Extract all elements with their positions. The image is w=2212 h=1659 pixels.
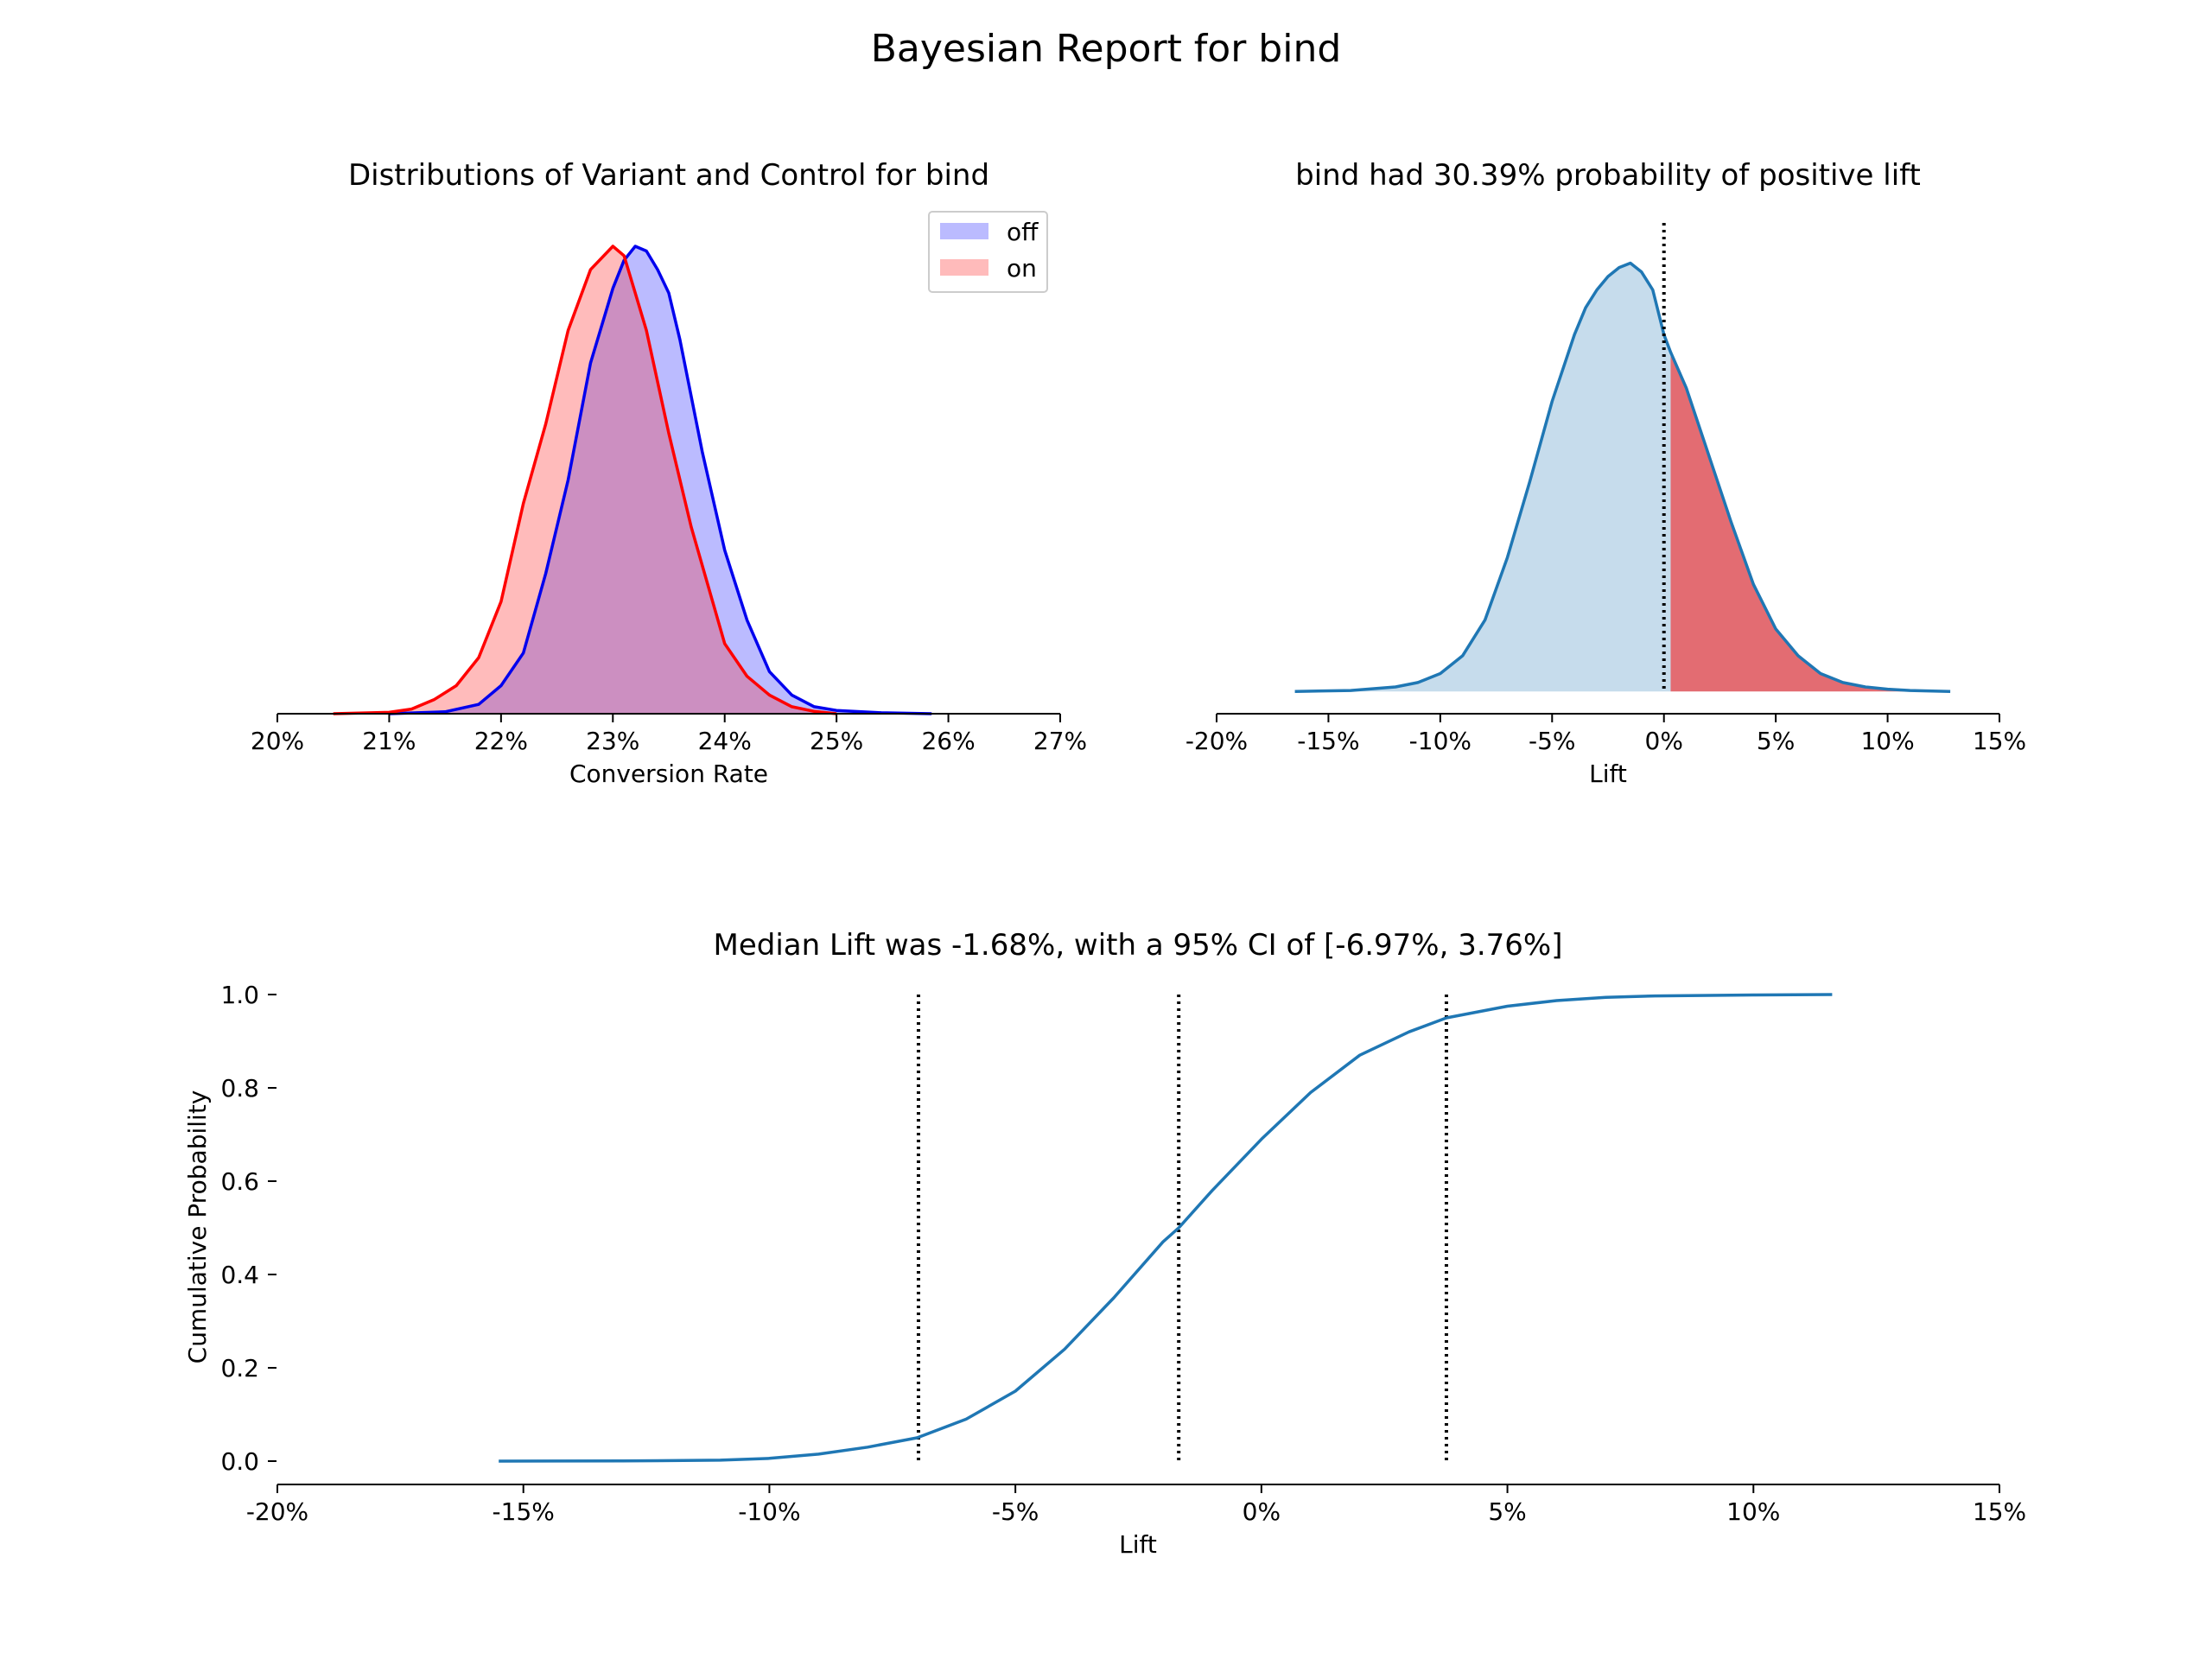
legend: off on xyxy=(928,211,1048,293)
distributions-x-tick-label: 27% xyxy=(1033,727,1087,755)
lift-density-x-tick-label: -10% xyxy=(1409,727,1471,755)
lift-density-x-axis-label: Lift xyxy=(1589,760,1627,788)
legend-label-off: off xyxy=(1007,218,1039,246)
distributions-plot-area: 20% 21% 22% 23% 24% 25% 26% 27% xyxy=(251,245,1087,755)
lift-density-x-tick-label: 0% xyxy=(1645,727,1683,755)
lift-density-x-tick-label: 10% xyxy=(1860,727,1914,755)
cumulative-x-tick-label: -10% xyxy=(738,1497,800,1526)
cumulative-y-tick-label: 0.8 xyxy=(220,1074,259,1103)
cumulative-y-tick-label: 0.4 xyxy=(220,1261,259,1289)
distributions-x-tick-label: 26% xyxy=(921,727,975,755)
cumulative-x-tick-label: 10% xyxy=(1726,1497,1780,1526)
lift-density-x-tick-label: -15% xyxy=(1297,727,1359,755)
positive-lift-area xyxy=(1670,352,1951,692)
lift-density-x-tick-label: 5% xyxy=(1757,727,1795,755)
distributions-x-tick-label: 24% xyxy=(698,727,752,755)
cumulative-x-tick-label: -5% xyxy=(992,1497,1039,1526)
legend-label-on: on xyxy=(1007,254,1037,283)
on-line xyxy=(333,245,837,715)
cumulative-x-tick-label: 5% xyxy=(1488,1497,1526,1526)
cumulative-line xyxy=(499,993,1833,1463)
cumulative-y-tick-label: 1.0 xyxy=(220,981,259,1009)
overlap-area xyxy=(389,260,837,714)
distributions-x-tick-label: 22% xyxy=(474,727,528,755)
lift-density-line xyxy=(1294,261,1951,693)
distributions-chart-title: Distributions of Variant and Control for… xyxy=(348,158,989,193)
cumulative-y-tick-label: 0.2 xyxy=(220,1354,259,1382)
cumulative-plot-area: -20% -15% -10% -5% 0% 5% 10% 15% 0.0 0.2 0.4 0.6 0.8… xyxy=(220,981,2026,1526)
distributions-x-tick-label: 25% xyxy=(810,727,863,755)
cumulative-x-tick-label: -15% xyxy=(493,1497,555,1526)
distributions-x-tick-label: 21% xyxy=(362,727,416,755)
figure-title: Bayesian Report for bind xyxy=(871,27,1342,71)
lift-density-x-tick-label: -5% xyxy=(1529,727,1576,755)
distributions-chart: 20% 21% 22% 23% 24% 25% 26% 27% Distributions o… xyxy=(251,158,1087,788)
cumulative-x-tick-label: -20% xyxy=(246,1497,308,1526)
cumulative-y-axis-label: Cumulative Probability xyxy=(183,1090,212,1364)
negative-lift-area xyxy=(1294,263,1671,692)
distributions-x-tick-label: 23% xyxy=(586,727,639,755)
legend-swatch-on xyxy=(940,259,988,276)
cumulative-x-tick-label: 15% xyxy=(1973,1497,2026,1526)
cumulative-chart: -20% -15% -10% -5% 0% 5% 10% 15% 0.0 0.2 0.4 0.6 0.8… xyxy=(183,928,2026,1559)
cumulative-y-tick-label: 0.0 xyxy=(220,1447,259,1476)
lift-density-chart: -20% -15% -10% -5% 0% 5% 10% 15% bind had 30.39… xyxy=(1185,158,2026,788)
legend-swatch-off xyxy=(940,223,988,239)
lift-density-x-tick-label: -20% xyxy=(1185,727,1248,755)
distributions-x-axis-label: Conversion Rate xyxy=(569,760,768,788)
cumulative-x-tick-label: 0% xyxy=(1243,1497,1281,1526)
cumulative-x-axis-label: Lift xyxy=(1119,1530,1157,1559)
off-line xyxy=(389,245,932,715)
lift-density-chart-title: bind had 30.39% probability of positive … xyxy=(1295,158,1921,193)
lift-density-x-tick-label: 15% xyxy=(1973,727,2026,755)
cumulative-y-tick-label: 0.6 xyxy=(220,1167,259,1196)
distributions-x-tick-label: 20% xyxy=(251,727,304,755)
cumulative-chart-title: Median Lift was -1.68%, with a 95% CI of… xyxy=(714,928,1563,963)
lift-density-plot-area: -20% -15% -10% -5% 0% 5% 10% 15% xyxy=(1185,223,2026,755)
